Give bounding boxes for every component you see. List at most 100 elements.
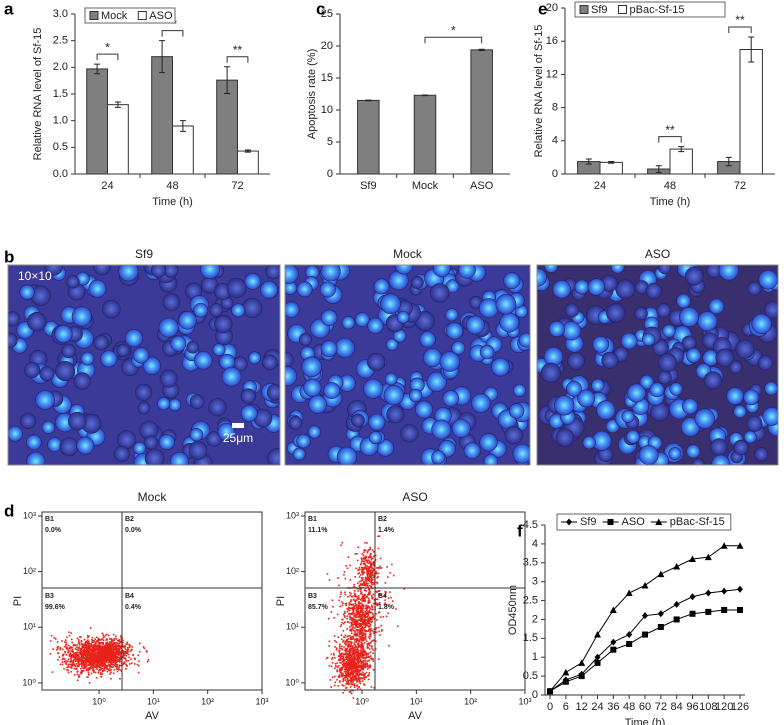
event xyxy=(63,668,65,670)
event xyxy=(363,649,365,651)
event xyxy=(376,573,378,575)
event xyxy=(341,622,343,624)
event xyxy=(372,609,374,611)
event xyxy=(109,644,111,646)
event xyxy=(349,641,351,643)
event xyxy=(117,648,119,650)
event xyxy=(84,653,86,655)
x-tick-label: 48 xyxy=(664,180,676,192)
event xyxy=(71,639,73,641)
event xyxy=(350,648,352,650)
event xyxy=(105,665,107,667)
event xyxy=(89,669,91,671)
event xyxy=(100,664,102,666)
event xyxy=(61,640,63,642)
event xyxy=(333,654,335,656)
event xyxy=(114,664,116,666)
event xyxy=(370,586,372,588)
event xyxy=(356,615,358,617)
event xyxy=(365,579,367,581)
event xyxy=(369,574,371,576)
event xyxy=(360,628,362,630)
y-tick-label: 2.0 xyxy=(53,61,68,73)
cell xyxy=(519,333,533,347)
event xyxy=(114,654,116,656)
quadrant-percent: 0.4% xyxy=(125,604,142,611)
event xyxy=(362,680,364,682)
event xyxy=(347,641,349,643)
y-tick-label: 10² xyxy=(23,566,36,576)
event xyxy=(369,562,371,564)
bar xyxy=(358,100,380,174)
event xyxy=(339,643,341,645)
x-tick-label: 84 xyxy=(671,701,683,713)
event xyxy=(343,656,345,658)
event xyxy=(366,655,368,657)
event xyxy=(358,678,360,680)
event xyxy=(76,646,78,648)
event xyxy=(330,654,332,656)
event xyxy=(367,624,369,626)
x-tick-label: 10³ xyxy=(518,696,531,706)
x-tick-label: 60 xyxy=(639,701,651,713)
event xyxy=(381,567,383,569)
event xyxy=(369,547,371,549)
event xyxy=(360,662,362,664)
cell xyxy=(47,437,61,451)
cell xyxy=(351,414,364,427)
event xyxy=(343,663,345,665)
event xyxy=(74,657,76,659)
event xyxy=(329,641,331,643)
event xyxy=(73,656,75,658)
event xyxy=(351,622,353,624)
event xyxy=(354,593,356,595)
cell xyxy=(324,382,340,398)
event xyxy=(103,652,105,654)
cell xyxy=(553,280,571,298)
event xyxy=(368,597,370,599)
event xyxy=(348,655,350,657)
event xyxy=(368,653,370,655)
x-tick-label: 0 xyxy=(547,701,553,713)
event xyxy=(88,673,90,675)
event xyxy=(77,680,79,682)
event xyxy=(356,655,358,657)
event xyxy=(128,660,130,662)
event xyxy=(90,663,92,665)
x-tick-label: 6 xyxy=(563,701,569,713)
event xyxy=(334,682,336,684)
event xyxy=(353,666,355,668)
event xyxy=(358,654,360,656)
event xyxy=(116,642,118,644)
cell xyxy=(35,390,54,409)
event xyxy=(368,592,370,594)
event xyxy=(97,657,99,659)
event xyxy=(66,637,68,639)
event xyxy=(329,679,331,681)
cell xyxy=(754,447,768,461)
event xyxy=(92,645,94,647)
event xyxy=(366,619,368,621)
quadrant-name: B3 xyxy=(308,593,317,600)
event xyxy=(378,631,380,633)
marker xyxy=(658,624,664,630)
event xyxy=(68,650,70,652)
event xyxy=(360,623,362,625)
event xyxy=(349,635,351,637)
cell xyxy=(170,452,188,470)
event xyxy=(71,642,73,644)
event xyxy=(362,645,364,647)
event xyxy=(371,579,373,581)
event xyxy=(365,582,367,584)
legend-swatch xyxy=(138,12,146,20)
event xyxy=(349,617,351,619)
event xyxy=(376,571,378,573)
bar xyxy=(740,50,762,175)
event xyxy=(68,658,70,660)
event xyxy=(119,665,121,667)
event xyxy=(113,662,115,664)
event xyxy=(349,683,351,685)
event xyxy=(97,650,99,652)
cell xyxy=(513,444,532,463)
cell xyxy=(549,321,565,337)
